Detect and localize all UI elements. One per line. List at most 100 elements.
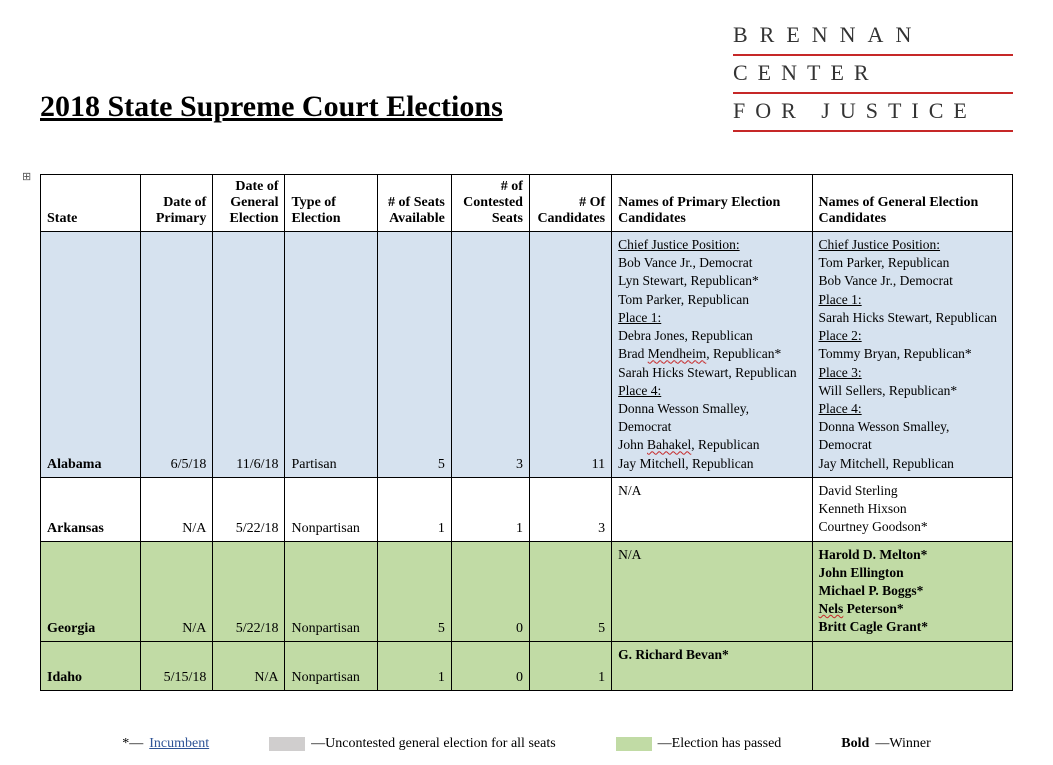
logo-line-1: BRENNAN [733,20,1013,56]
candidate-entry: Bob Vance Jr., Democrat [819,272,1006,290]
cell-general-candidates: Chief Justice Position:Tom Parker, Repub… [812,232,1012,478]
candidate-entry: Will Sellers, Republican* [819,382,1006,400]
candidate-entry: David Sterling [819,482,1006,500]
cell-contested: 0 [451,541,529,641]
logo-line-2: CENTER [733,58,1013,94]
cell-election-type: Partisan [285,232,377,478]
cell-primary-candidates: N/A [612,541,812,641]
candidate-entry: Place 4: [618,382,805,400]
cell-election-type: Nonpartisan [285,641,377,690]
green-swatch [616,737,652,751]
table-row: ArkansasN/A5/22/18Nonpartisan113N/ADavid… [41,477,1013,541]
candidate-entry: Britt Cagle Grant* [819,618,1006,636]
legend-incumbent-text: Incumbent [149,736,209,752]
candidate-entry: Nels Peterson* [819,600,1006,618]
candidate-entry: Sarah Hicks Stewart, Republican [618,364,805,382]
candidate-entry: Donna Wesson Smalley, Democrat [618,400,805,436]
cell-num-candidates: 11 [529,232,611,478]
table-anchor-icon: ⊞ [22,170,31,183]
cell-primary-candidates: G. Richard Bevan* [612,641,812,690]
candidate-entry: Kenneth Hixson [819,500,1006,518]
table-body: Alabama6/5/1811/6/18Partisan5311Chief Ju… [41,232,1013,691]
gray-swatch [269,737,305,751]
candidate-entry: John Bahakel, Republican [618,436,805,454]
candidate-entry: Tom Parker, Republican [819,254,1006,272]
candidate-entry: Tom Parker, Republican [618,291,805,309]
cell-num-candidates: 3 [529,477,611,541]
cell-general-date: 5/22/18 [213,541,285,641]
legend: *— Incumbent —Uncontested general electi… [40,736,1013,752]
candidate-entry: Place 1: [819,291,1006,309]
cell-general-candidates: David SterlingKenneth HixsonCourtney Goo… [812,477,1012,541]
table-row: GeorgiaN/A5/22/18Nonpartisan505N/AHarold… [41,541,1013,641]
candidate-entry: Place 4: [819,400,1006,418]
legend-bold-desc: —Winner [875,736,930,752]
brennan-logo: BRENNAN CENTER FOR JUSTICE [733,20,1013,134]
col-seats: # of Seats Available [377,175,451,232]
candidate-entry: N/A [618,546,805,564]
legend-green-desc: —Election has passed [658,736,782,752]
legend-bold-label: Bold [841,736,869,752]
col-general-candidates: Names of General Election Candidates [812,175,1012,232]
cell-seats: 5 [377,232,451,478]
cell-general-date: 11/6/18 [213,232,285,478]
candidate-entry: Michael P. Boggs* [819,582,1006,600]
table-row: Alabama6/5/1811/6/18Partisan5311Chief Ju… [41,232,1013,478]
cell-primary-candidates: Chief Justice Position:Bob Vance Jr., De… [612,232,812,478]
cell-election-type: Nonpartisan [285,541,377,641]
candidate-entry: Donna Wesson Smalley, Democrat [819,418,1006,454]
cell-state: Arkansas [41,477,141,541]
col-election-type: Type of Election [285,175,377,232]
cell-contested: 3 [451,232,529,478]
cell-seats: 5 [377,541,451,641]
candidate-entry: Jay Mitchell, Republican [819,455,1006,473]
cell-primary-date: N/A [141,541,213,641]
cell-general-candidates: Harold D. Melton*John EllingtonMichael P… [812,541,1012,641]
cell-primary-date: N/A [141,477,213,541]
table-header-row: State Date of Primary Date of General El… [41,175,1013,232]
cell-seats: 1 [377,477,451,541]
cell-primary-candidates: N/A [612,477,812,541]
candidate-entry: G. Richard Bevan* [618,646,805,664]
legend-green: —Election has passed [616,736,782,752]
candidate-entry: Place 2: [819,327,1006,345]
col-num-candidates: # Of Candidates [529,175,611,232]
cell-primary-date: 6/5/18 [141,232,213,478]
candidate-entry: Chief Justice Position: [618,236,805,254]
candidate-entry: Lyn Stewart, Republican* [618,272,805,290]
candidate-entry: Tommy Bryan, Republican* [819,345,1006,363]
col-general-date: Date of General Election [213,175,285,232]
cell-primary-date: 5/15/18 [141,641,213,690]
cell-state: Alabama [41,232,141,478]
cell-state: Georgia [41,541,141,641]
cell-contested: 1 [451,477,529,541]
legend-gray-desc: —Uncontested general election for all se… [311,736,556,752]
logo-line-3: FOR JUSTICE [733,96,1013,132]
col-state: State [41,175,141,232]
cell-state: Idaho [41,641,141,690]
candidate-entry: Chief Justice Position: [819,236,1006,254]
candidate-entry: Sarah Hicks Stewart, Republican [819,309,1006,327]
elections-table: State Date of Primary Date of General El… [40,174,1013,691]
candidate-entry: Courtney Goodson* [819,518,1006,536]
cell-contested: 0 [451,641,529,690]
candidate-entry: Place 1: [618,309,805,327]
candidate-entry: Place 3: [819,364,1006,382]
cell-general-date: N/A [213,641,285,690]
col-primary-candidates: Names of Primary Election Candidates [612,175,812,232]
candidate-entry: John Ellington [819,564,1006,582]
table-container: ⊞ State Date of Primary Date of General … [40,174,1013,691]
candidate-entry: Harold D. Melton* [819,546,1006,564]
col-contested: # of Contested Seats [451,175,529,232]
legend-incumbent-key: *— [122,736,143,752]
table-row: Idaho5/15/18N/ANonpartisan101G. Richard … [41,641,1013,690]
cell-general-date: 5/22/18 [213,477,285,541]
candidate-entry: Brad Mendheim, Republican* [618,345,805,363]
header: 2018 State Supreme Court Elections BRENN… [40,20,1013,134]
cell-seats: 1 [377,641,451,690]
candidate-entry: Debra Jones, Republican [618,327,805,345]
legend-gray: —Uncontested general election for all se… [269,736,556,752]
page-title: 2018 State Supreme Court Elections [40,90,503,124]
candidate-entry: Bob Vance Jr., Democrat [618,254,805,272]
cell-general-candidates [812,641,1012,690]
